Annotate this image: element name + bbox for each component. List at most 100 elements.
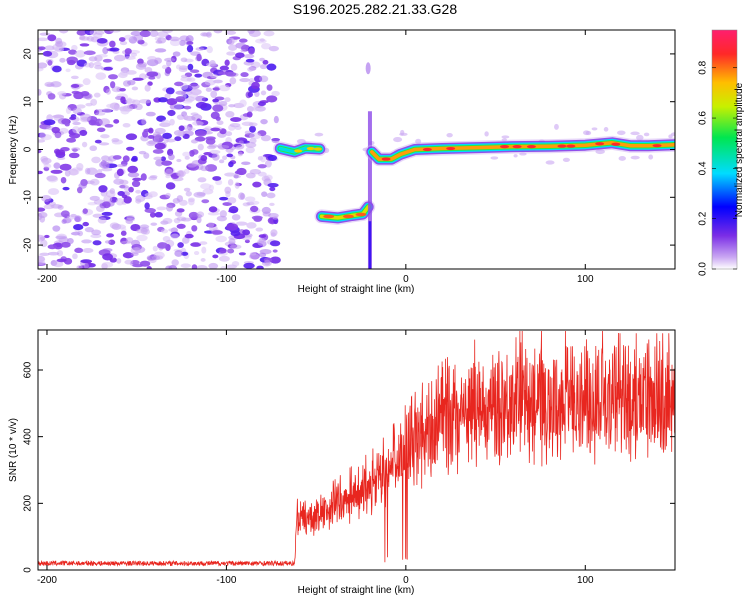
noise-blob — [227, 197, 237, 204]
noise-blob — [117, 191, 125, 196]
noise-blob — [162, 132, 173, 139]
noise-blob — [180, 77, 192, 82]
noise-blob — [243, 53, 255, 59]
noise-blob — [222, 155, 228, 161]
noise-blob — [38, 46, 46, 51]
noise-blob — [174, 81, 184, 87]
noise-blob — [241, 161, 251, 166]
noise-blob — [190, 139, 199, 144]
noise-blob — [96, 127, 106, 133]
noise-blob — [101, 261, 114, 268]
noise-blob — [262, 59, 269, 65]
x-tick-label: 0 — [403, 274, 409, 285]
noise-blob — [125, 133, 138, 141]
noise-blob — [215, 179, 223, 186]
segment-3-peak — [566, 144, 576, 148]
noise-blob — [98, 185, 108, 193]
noise-blob — [209, 149, 221, 155]
noise-blob — [98, 142, 110, 146]
noise-blob — [50, 169, 63, 174]
noise-blob — [195, 47, 205, 51]
noise-blob — [630, 131, 640, 136]
noise-blob — [266, 63, 277, 71]
noise-blob — [239, 38, 248, 43]
noise-blob — [70, 75, 79, 80]
noise-blob — [59, 57, 66, 63]
noise-blob — [126, 214, 135, 220]
y-tick-label: 20 — [23, 48, 34, 60]
noise-blob — [127, 172, 140, 178]
noise-blob — [235, 221, 248, 226]
segment-3-peak — [557, 144, 567, 148]
noise-blob — [260, 134, 271, 142]
x-tick-label: 100 — [577, 274, 594, 285]
noise-blob — [53, 162, 61, 169]
noise-blob — [208, 262, 219, 269]
noise-blob — [81, 239, 92, 244]
noise-blob — [54, 132, 62, 139]
noise-blob — [44, 45, 55, 51]
noise-blob — [179, 39, 186, 47]
noise-blob — [513, 154, 518, 158]
noise-blob — [262, 211, 271, 217]
noise-blob — [127, 79, 136, 86]
noise-blob — [266, 192, 276, 199]
noise-blob — [260, 90, 267, 96]
segment-1-peak — [306, 146, 315, 151]
noise-blob — [149, 30, 159, 37]
noise-blob — [269, 202, 275, 206]
noise-blob — [103, 66, 113, 71]
noise-blob — [95, 30, 105, 35]
noise-blob — [71, 147, 81, 151]
noise-blob — [231, 214, 241, 221]
segment-1-peak — [313, 147, 322, 151]
noise-blob — [78, 182, 87, 189]
noise-blob — [124, 48, 132, 55]
noise-blob — [196, 211, 205, 218]
noise-blob — [57, 117, 70, 125]
noise-blob — [271, 138, 280, 144]
noise-blob — [229, 123, 241, 128]
noise-blob — [636, 134, 644, 141]
noise-blob — [148, 76, 156, 80]
noise-blob — [218, 159, 225, 164]
noise-blob — [197, 143, 204, 151]
noise-blob — [97, 53, 108, 58]
spectrogram-ylabel: Frequency (Hz) — [8, 116, 19, 185]
noise-blob — [257, 101, 266, 106]
noise-blob — [228, 39, 235, 45]
noise-blob — [68, 49, 77, 55]
noise-blob — [234, 170, 244, 175]
noise-blob — [238, 192, 245, 200]
noise-blob — [188, 211, 199, 220]
noise-blob — [94, 139, 102, 144]
noise-blob — [229, 77, 237, 85]
segment-3 — [364, 135, 675, 167]
noise-blob — [187, 197, 195, 203]
noise-blob — [264, 259, 271, 266]
noise-blob — [196, 264, 208, 269]
noise-blob — [130, 252, 139, 257]
noise-blob — [72, 126, 80, 134]
noise-blob — [446, 132, 453, 138]
snr-ylabel: SNR (10 * v/v) — [8, 418, 19, 482]
noise-blob — [246, 222, 257, 229]
noise-blob — [119, 179, 129, 185]
noise-blob — [185, 191, 192, 197]
noise-blob — [47, 34, 57, 42]
noise-blob — [123, 196, 132, 204]
noise-blob — [81, 141, 88, 148]
noise-blob — [226, 153, 234, 158]
noise-blob — [216, 215, 228, 222]
noise-blob — [234, 181, 240, 189]
noise-blob — [259, 75, 269, 83]
noise-blob — [86, 167, 98, 175]
snr-ticks: -200 -100 0 100 0 200 400 600 — [23, 330, 675, 586]
noise-blob — [258, 237, 265, 244]
noise-blob — [554, 123, 559, 130]
noise-blob — [177, 242, 184, 248]
noise-blob — [102, 108, 112, 113]
noise-blob — [154, 142, 166, 150]
noise-blob — [193, 191, 206, 198]
